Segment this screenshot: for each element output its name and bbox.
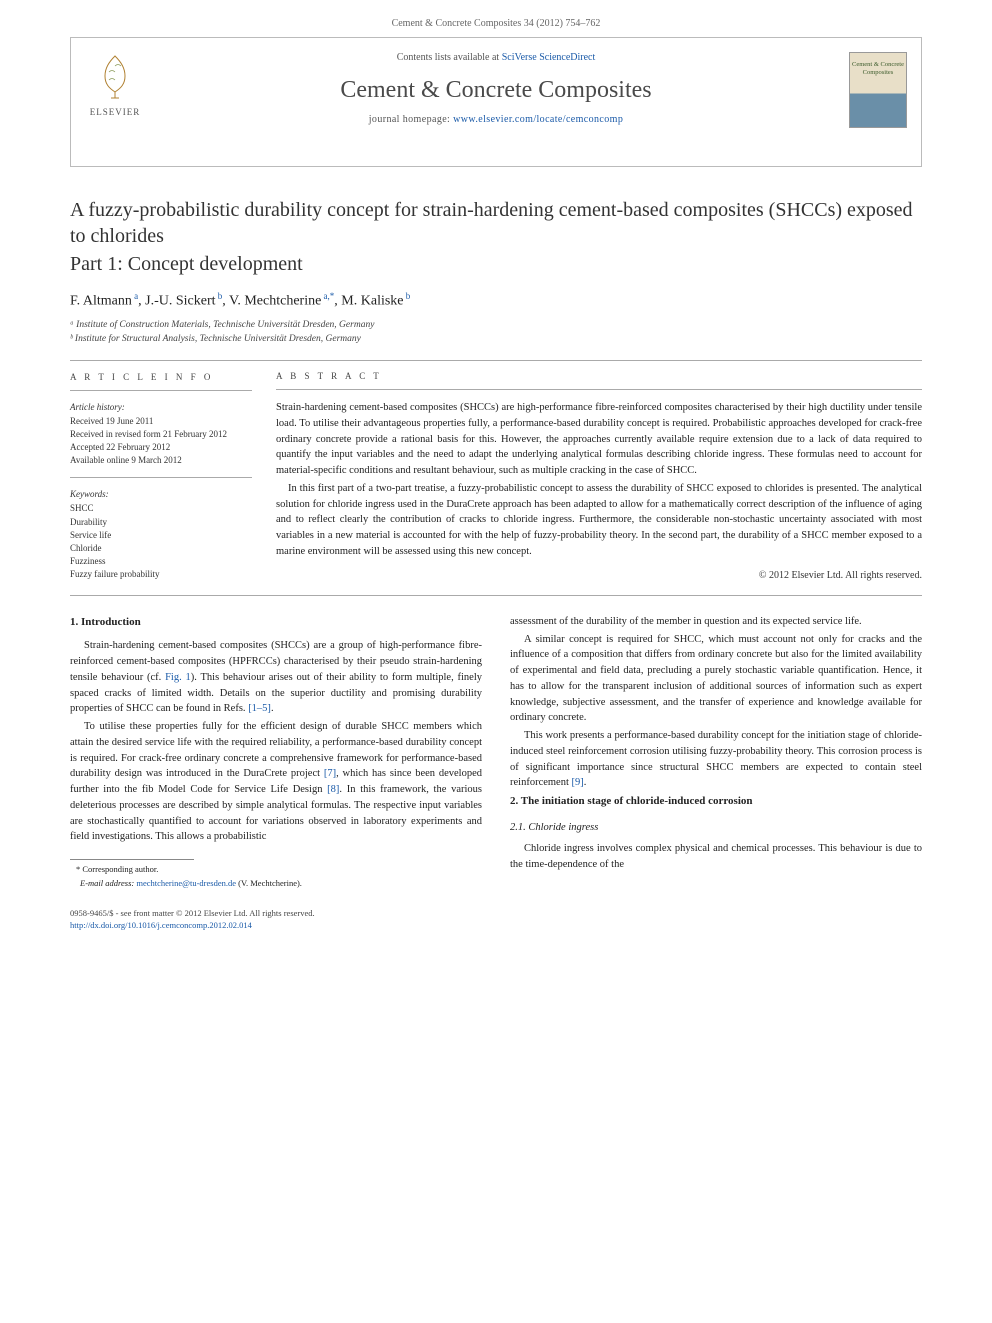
history-received: Received 19 June 2011: [70, 415, 252, 428]
author-list: F. Altmann a, J.-U. Sickert b, V. Mechtc…: [70, 291, 922, 310]
footnote-separator: [70, 859, 194, 860]
elsevier-tree-icon: [91, 52, 139, 100]
footnotes: * Corresponding author. E-mail address: …: [70, 864, 482, 890]
running-header: Cement & Concrete Composites 34 (2012) 7…: [0, 0, 992, 37]
contents-prefix: Contents lists available at: [397, 52, 502, 63]
article-front-matter: A fuzzy-probabilistic durability concept…: [70, 197, 922, 596]
history-accepted: Accepted 22 February 2012: [70, 441, 252, 454]
article-subtitle: Part 1: Concept development: [70, 251, 922, 277]
email-label: E-mail address:: [80, 878, 136, 888]
author-4: M. Kaliske: [341, 294, 403, 309]
divider: [70, 477, 252, 478]
affil-mark: b: [404, 291, 411, 301]
journal-title: Cement & Concrete Composites: [85, 77, 907, 104]
body-para: Strain-hardening cement-based composites…: [70, 638, 482, 717]
corresponding-mark: *: [330, 291, 335, 301]
ref-link[interactable]: [9]: [572, 777, 584, 788]
keyword: Chloride: [70, 542, 252, 555]
author-3: V. Mechtcherine: [229, 294, 321, 309]
elsevier-logo: ELSEVIER: [85, 52, 145, 117]
section-1-heading: 1. Introduction: [70, 614, 482, 631]
affiliation-a: ᵃ Institute of Construction Materials, T…: [70, 318, 922, 332]
article-title: A fuzzy-probabilistic durability concept…: [70, 197, 922, 249]
ref-link[interactable]: [7]: [324, 768, 336, 779]
body-para: To utilise these properties fully for th…: [70, 719, 482, 845]
body-two-column: 1. Introduction Strain-hardening cement-…: [70, 614, 922, 890]
keyword: SHCC: [70, 502, 252, 515]
affiliation-b: ᵇ Institute for Structural Analysis, Tec…: [70, 332, 922, 346]
keyword: Fuzzy failure probability: [70, 568, 252, 581]
ref-link[interactable]: [1–5]: [248, 703, 271, 714]
affil-mark: a: [132, 291, 138, 301]
keywords-head: Keywords:: [70, 488, 252, 501]
cover-text: Cement & Concrete Composites: [852, 61, 904, 76]
body-para: Chloride ingress involves complex physic…: [510, 841, 922, 873]
divider: [70, 360, 922, 361]
page-footer: 0958-9465/$ - see front matter © 2012 El…: [70, 908, 922, 932]
ref-link[interactable]: [8]: [327, 784, 339, 795]
history-head: Article history:: [70, 401, 252, 414]
affil-mark: a,: [321, 291, 330, 301]
affiliations: ᵃ Institute of Construction Materials, T…: [70, 318, 922, 347]
abstract-copyright: © 2012 Elsevier Ltd. All rights reserved…: [276, 570, 922, 581]
body-para: assessment of the durability of the memb…: [510, 614, 922, 630]
abstract-para: In this first part of a two-part treatis…: [276, 481, 922, 560]
divider: [70, 390, 252, 391]
affil-mark: b: [216, 291, 223, 301]
homepage-prefix: journal homepage:: [369, 114, 453, 125]
divider: [70, 595, 922, 596]
divider: [276, 389, 922, 390]
elsevier-label: ELSEVIER: [85, 107, 145, 117]
fig1-link[interactable]: Fig. 1: [165, 672, 191, 683]
history-online: Available online 9 March 2012: [70, 454, 252, 467]
body-para: A similar concept is required for SHCC, …: [510, 632, 922, 727]
keyword: Fuzziness: [70, 555, 252, 568]
homepage-link[interactable]: www.elsevier.com/locate/cemconcomp: [453, 114, 623, 125]
body-para: This work presents a performance-based d…: [510, 728, 922, 791]
history-revised: Received in revised form 21 February 201…: [70, 428, 252, 441]
contents-line: Contents lists available at SciVerse Sci…: [85, 52, 907, 63]
article-info-label: A R T I C L E I N F O: [70, 371, 252, 384]
journal-cover-thumb: Cement & Concrete Composites: [849, 52, 907, 128]
author-2: J.-U. Sickert: [145, 294, 215, 309]
abstract-para: Strain-hardening cement-based composites…: [276, 400, 922, 479]
email-who: (V. Mechtcherine).: [236, 878, 302, 888]
doi-link[interactable]: http://dx.doi.org/10.1016/j.cemconcomp.2…: [70, 920, 252, 930]
corresponding-note: * Corresponding author.: [70, 864, 482, 876]
section-2-1-heading: 2.1. Chloride ingress: [510, 820, 922, 836]
abstract-text: Strain-hardening cement-based composites…: [276, 400, 922, 560]
abstract-col: A B S T R A C T Strain-hardening cement-…: [276, 371, 922, 581]
author-1: F. Altmann: [70, 294, 132, 309]
email-note: E-mail address: mechtcherine@tu-dresden.…: [70, 878, 482, 890]
footer-copyright: 0958-9465/$ - see front matter © 2012 El…: [70, 908, 922, 920]
keyword: Service life: [70, 529, 252, 542]
keyword: Durability: [70, 516, 252, 529]
homepage-line: journal homepage: www.elsevier.com/locat…: [85, 114, 907, 125]
abstract-label: A B S T R A C T: [276, 371, 922, 381]
email-link[interactable]: mechtcherine@tu-dresden.de: [136, 878, 236, 888]
sciencedirect-link[interactable]: SciVerse ScienceDirect: [502, 52, 596, 63]
article-info-col: A R T I C L E I N F O Article history: R…: [70, 371, 252, 581]
section-2-heading: 2. The initiation stage of chloride-indu…: [510, 793, 922, 810]
journal-banner: ELSEVIER Cement & Concrete Composites Co…: [70, 37, 922, 167]
